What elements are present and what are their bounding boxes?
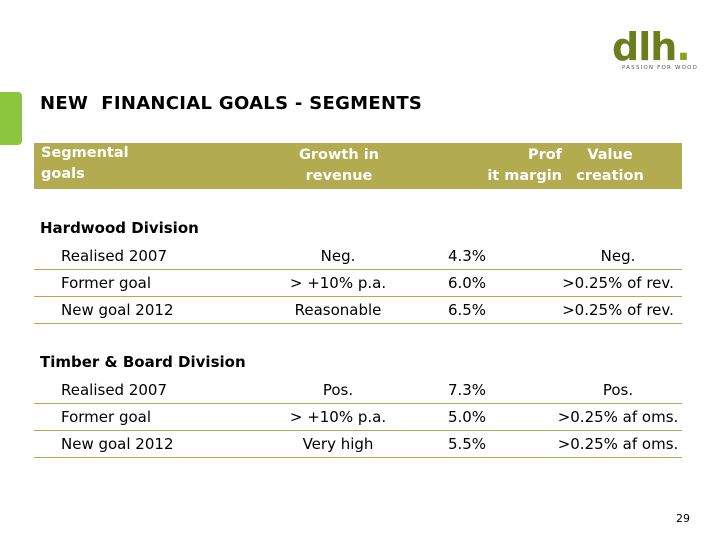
value-cell: Neg. [600,247,636,265]
company-logo: dlh. PASSION FOR WOOD [610,25,699,78]
page-number: 29 [676,512,690,525]
table-header-band [34,143,682,189]
table-row: Realised 2007 Neg. 4.3% Neg. [34,244,682,270]
growth-cell: Neg. [320,247,356,265]
growth-cell: Very high [302,435,374,453]
header-segmental-goals: Segmental goals [41,145,129,182]
row-label: Former goal [61,408,152,426]
table-row: Realised 2007 Pos. 7.3% Pos. [34,378,682,404]
growth-cell: Reasonable [294,301,382,319]
value-cell: >0.25% af oms. [557,435,679,453]
logo-wordmark: dlh. [612,25,691,69]
header-growth-in-revenue: Growth in revenue [298,147,379,184]
margin-cell: 5.5% [447,435,487,453]
row-label: Realised 2007 [61,381,168,399]
growth-cell: Pos. [322,381,354,399]
table-row: Former goal > +10% p.a. 6.0% >0.25% of r… [34,271,682,297]
value-cell: >0.25% af oms. [557,408,679,426]
section-title: Hardwood Division [40,219,199,237]
margin-cell: 7.3% [447,381,487,399]
header-profit-margin: Prof it margin [487,147,562,184]
section-title: Timber & Board Division [40,353,246,371]
row-label: Former goal [61,274,152,292]
value-cell: >0.25% of rev. [562,301,674,319]
margin-cell: 6.0% [447,274,487,292]
row-label: Realised 2007 [61,247,168,265]
growth-cell: > +10% p.a. [289,274,387,292]
margin-cell: 4.3% [447,247,487,265]
value-cell: Pos. [602,381,634,399]
margin-cell: 5.0% [447,408,487,426]
table-row: New goal 2012 Very high 5.5% >0.25% af o… [34,432,682,458]
row-label: New goal 2012 [61,435,174,453]
growth-cell: > +10% p.a. [289,408,387,426]
table-row: New goal 2012 Reasonable 6.5% >0.25% of … [34,298,682,324]
logo-tagline: PASSION FOR WOOD [622,65,699,71]
accent-bar [0,92,22,145]
value-cell: >0.25% of rev. [562,274,674,292]
slide-title: NEW FINANCIAL GOALS - SEGMENTS [40,93,423,114]
row-label: New goal 2012 [61,301,174,319]
header-value-creation: Value creation [576,147,644,184]
margin-cell: 6.5% [447,301,487,319]
table-row: Former goal > +10% p.a. 5.0% >0.25% af o… [34,405,682,431]
